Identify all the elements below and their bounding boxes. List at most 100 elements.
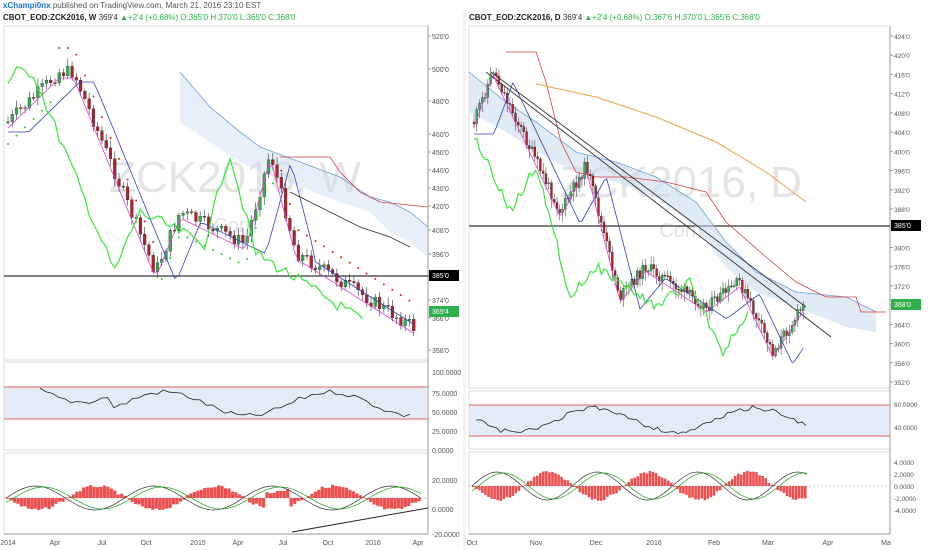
sar-dot: [246, 258, 249, 260]
chart-panel-weekly[interactable]: CBOT_EOD:ZCK2016, W 369'4 ▲+2'4 (+0.68%)…: [0, 12, 463, 550]
ma-slow-line: [8, 81, 414, 325]
daily-chart-canvas[interactable]: ZCK2016, D Corn 424'0420'0416'0412'0408'…: [466, 12, 932, 550]
candle-body: [313, 267, 318, 270]
candle-body: [494, 72, 498, 77]
macd-histogram-bar: [633, 477, 637, 486]
publish-info: published on TradingView.com, March 21, …: [52, 1, 262, 10]
macd-histogram-bar: [517, 486, 521, 491]
cloud-upper-edge: [179, 71, 429, 228]
macd-histogram-bar: [396, 498, 400, 509]
macd-histogram-bar: [334, 486, 338, 498]
sar-dot: [41, 109, 44, 112]
macd-histogram-bar: [199, 489, 203, 498]
candle-body: [386, 305, 390, 307]
macd-histogram-bar: [255, 498, 259, 504]
sar-dot: [15, 134, 18, 137]
macd-histogram-bar: [606, 486, 609, 497]
macd-signal-line: [471, 472, 808, 500]
candle-body: [539, 158, 542, 172]
macd-histogram-bar: [694, 486, 697, 500]
macd-histogram-bar: [718, 486, 722, 491]
time-axis-label: Oct: [141, 540, 152, 547]
candle-body: [143, 233, 147, 245]
rsi-band: [4, 387, 428, 419]
macd-histogram-bar: [382, 498, 387, 510]
candle-body: [49, 79, 53, 83]
price-tick-label: 376'0: [894, 265, 910, 272]
macd-histogram-bar: [351, 491, 356, 498]
macd-histogram-bar: [542, 471, 545, 486]
candle-body: [799, 309, 802, 311]
macd-histogram-bar: [379, 498, 383, 507]
macd-histogram-bar: [800, 486, 804, 499]
macd-histogram-bar: [147, 498, 151, 509]
macd-histogram-bar: [196, 490, 200, 498]
macd-histogram-bar: [341, 487, 345, 498]
macd-histogram-bar: [182, 498, 186, 500]
price-tick-label: 420'0: [432, 204, 449, 211]
candle-body: [591, 175, 595, 187]
candle-body: [802, 304, 805, 311]
price-tick-label: 374'0: [432, 298, 449, 305]
macd-histogram-bar: [502, 486, 506, 500]
ma-fast-line: [473, 73, 804, 358]
macd-histogram-bar: [282, 490, 286, 498]
candle-body: [61, 72, 66, 76]
macd-histogram-bar: [54, 498, 58, 504]
candle-body: [768, 342, 772, 345]
candle-body: [602, 221, 606, 233]
macd-histogram-bar: [651, 471, 655, 486]
candle-body: [760, 319, 763, 324]
sar-dot: [169, 257, 172, 260]
candle-body: [594, 185, 597, 198]
candle-body: [663, 274, 667, 277]
sar-dot: [186, 236, 189, 239]
candle-body: [126, 186, 130, 200]
candle-body: [194, 212, 198, 222]
author-link[interactable]: xChampi0nx: [3, 1, 51, 10]
macd-histogram-bar: [369, 498, 373, 503]
macd-histogram-bar: [223, 488, 228, 498]
high-value: H:370'0: [674, 13, 702, 22]
sar-dot: [203, 244, 206, 247]
macd-tick-label: -20.0000: [432, 532, 460, 539]
candle-body: [746, 289, 750, 299]
candle-body: [533, 146, 537, 157]
candle-body: [702, 302, 705, 309]
sar-dot: [7, 143, 9, 145]
chart-panel-daily[interactable]: CBOT_EOD:ZCK2016, D 369'4 ▲+2'4 (+0.68%)…: [466, 12, 932, 550]
time-axis-label: Apr: [823, 540, 835, 547]
macd-histogram-bar: [151, 498, 155, 510]
macd-histogram-bar: [261, 498, 266, 508]
candle-body: [395, 317, 399, 319]
candle-body: [497, 75, 501, 85]
sar-dot: [314, 240, 317, 242]
candle-body: [608, 240, 611, 253]
macd-histogram-bar: [636, 476, 640, 486]
candle-body: [730, 285, 733, 288]
weekly-chart-canvas[interactable]: ZCK2016, W Corn 520'0500'0480'0460'0450'…: [0, 12, 463, 550]
candle-body: [638, 270, 642, 279]
macd-histogram-bar: [192, 491, 196, 498]
macd-histogram-bar: [727, 481, 731, 486]
candle-body: [547, 182, 550, 184]
sar-dot: [408, 299, 411, 302]
candle-body: [666, 275, 669, 277]
red-span-line: [506, 51, 886, 313]
macd-histogram-bar: [566, 480, 570, 486]
sar-dot: [118, 157, 121, 160]
last-price: 369'4: [98, 13, 118, 22]
candle-body: [713, 296, 716, 298]
macd-histogram-bar: [511, 486, 515, 497]
time-axis-label: Oct: [467, 540, 478, 547]
macd-histogram-bar: [403, 498, 407, 507]
candle-body: [649, 264, 653, 272]
macd-histogram-bar: [109, 488, 113, 498]
sar-dot: [75, 53, 78, 56]
candle-body: [583, 161, 586, 179]
candle-body: [79, 79, 83, 92]
macd-histogram-bar: [785, 486, 789, 497]
macd-histogram-bar: [749, 471, 752, 486]
candle-body: [522, 126, 525, 132]
candle-body: [348, 279, 352, 282]
